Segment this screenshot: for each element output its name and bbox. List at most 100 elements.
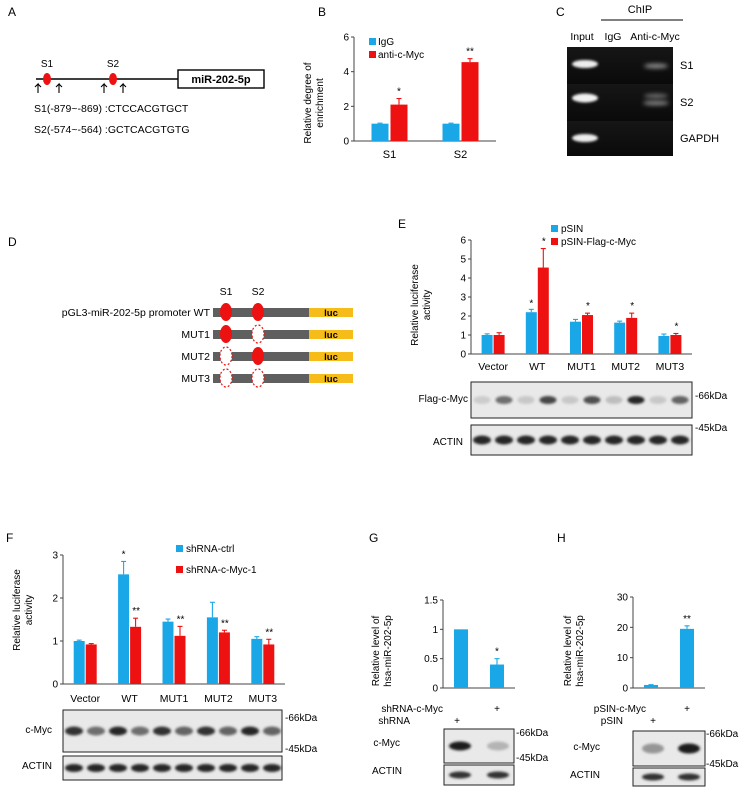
blot-h2-label: ACTIN	[570, 770, 600, 781]
blot-f2-band-8	[241, 764, 259, 772]
significance-3: *	[630, 301, 634, 312]
panel-letter-d: D	[8, 235, 17, 249]
blot-g-mw-45: -45kDa	[516, 753, 549, 764]
blot-e-mw-45: -45kDa	[695, 423, 728, 434]
chart-e-ylabel-1: Relative luciferase	[410, 264, 421, 346]
y-tick-label: 0	[460, 350, 466, 361]
blot-e1-band-5	[583, 396, 601, 404]
blot-f1-band-2	[109, 726, 127, 736]
blot-e2-band-4	[561, 435, 579, 445]
blot-g2-band-1	[487, 771, 509, 779]
bar-shRNA-c-Myc-1-MUT1	[174, 635, 186, 684]
blot-f2-label: ACTIN	[22, 761, 52, 772]
x-tick-label-Vector: Vector	[478, 361, 508, 373]
y-tick-label: 0	[343, 137, 349, 148]
legend-anti-c-myc: anti-c-Myc	[378, 50, 424, 61]
legend-swatch-psin-flag-c-myc	[551, 238, 558, 245]
blot-e1-band-0	[473, 396, 491, 404]
bar-main-shRNA	[454, 629, 468, 688]
construct-mut3-s2-mutated	[251, 368, 265, 388]
y-tick-label: 1	[432, 625, 438, 636]
bar-shRNA-ctrl-MUT3	[251, 638, 263, 684]
construct-mut3-luc	[309, 374, 353, 383]
bar-main-pSIN-c-Myc	[680, 628, 694, 688]
blot-f1-label: c-Myc	[25, 725, 52, 736]
bar-pSIN-Vector	[481, 335, 493, 354]
blot-f2-band-5	[175, 764, 193, 772]
blot-f1-band-8	[241, 726, 259, 736]
bar-pSIN-Flag-c-Myc-WT	[537, 267, 549, 354]
g-plus-1: +	[494, 704, 500, 715]
bar-pSIN-WT	[525, 312, 537, 354]
y-tick-label: 4	[343, 67, 349, 78]
y-tick-label: 10	[617, 653, 629, 664]
h-plus-1: +	[684, 704, 690, 715]
bar-anti-c-Myc-S2	[461, 62, 479, 142]
blot-h1-band-1	[678, 743, 700, 754]
g-row-shrna-c-myc: shRNA-c-Myc	[381, 704, 443, 715]
chart-f-ylabel-2: activity	[24, 595, 35, 626]
y-tick-label: 0	[622, 684, 628, 695]
panel-letter-a: A	[8, 5, 16, 19]
blot-e-actin	[470, 424, 693, 456]
blot-e1-band-1	[495, 396, 513, 404]
y-tick-label: 0	[52, 680, 58, 691]
y-tick-label: 20	[617, 623, 629, 634]
blot-f1-band-9	[263, 726, 281, 736]
blot-e2-band-6	[605, 435, 623, 445]
y-tick-label: 4	[460, 274, 466, 285]
x-tick-label-MUT2: MUT2	[204, 693, 233, 705]
blot-f2-band-0	[65, 764, 83, 772]
blot-f1-band-3	[131, 726, 149, 736]
blot-e1-band-4	[561, 396, 579, 404]
blot-f2-band-2	[109, 764, 127, 772]
panel-letter-b: B	[318, 5, 326, 19]
gel-row-s2: S2	[680, 97, 693, 109]
panel-d: D S1 S2 pGL3-miR-202-5p promoter WT luc …	[8, 235, 353, 388]
panel-letter-h: H	[557, 531, 566, 545]
blot-e2-label: ACTIN	[433, 437, 463, 448]
bar-pSIN-Flag-c-Myc-MUT3	[670, 335, 682, 354]
significance-1: *	[495, 647, 499, 658]
blot-g-actin	[443, 764, 515, 786]
x-tick-label-S1: S1	[383, 149, 396, 161]
blot-g-mw-66: -66kDa	[516, 728, 549, 739]
legend-swatch-shrna-ctrl	[176, 545, 183, 552]
gel-row-gapdh: GAPDH	[680, 133, 719, 145]
site2-marker	[109, 73, 117, 85]
chart-b-ylabel-2: enrichment	[315, 78, 326, 128]
panel-letter-e: E	[398, 217, 406, 231]
lane-input: Input	[570, 31, 593, 43]
construct-mut3-label: MUT3	[181, 373, 210, 385]
h-row-psin-c-myc: pSIN-c-Myc	[594, 704, 646, 715]
legend-swatch-psin	[551, 225, 558, 232]
bar-shRNA-c-Myc-1-Vector	[85, 644, 97, 684]
panel-e: E Relative luciferase activity 0 1 2 3 4 5 6 Ve…	[398, 217, 728, 456]
blot-g-c-myc	[443, 728, 515, 764]
h-plus-2: +	[650, 716, 656, 727]
legend-swatch-igg	[369, 38, 376, 45]
blot-e2-band-2	[517, 435, 535, 445]
significance-1: *	[542, 237, 546, 248]
blot-f-mw-66: -66kDa	[285, 713, 318, 724]
significance-1: **	[683, 614, 691, 625]
bar-pSIN-MUT1	[570, 321, 581, 354]
blot-f-mw-45: -45kDa	[285, 744, 318, 755]
blot-g1-band-1	[487, 741, 509, 751]
gene-box	[177, 69, 265, 89]
significance-2: *	[586, 301, 590, 312]
y-tick-label: 2	[52, 594, 58, 605]
blot-f2-band-6	[197, 764, 215, 772]
site2-sequence: S2(-574~-564) :GCTCACGTGTG	[34, 124, 190, 136]
significance-4: *	[674, 321, 678, 332]
blot-f1-band-6	[197, 726, 215, 736]
x-tick-label-MUT3: MUT3	[249, 693, 278, 705]
y-tick-label: 1	[460, 331, 466, 342]
blot-h-mw-66: -66kDa	[706, 729, 739, 740]
blot-h-c-myc	[632, 730, 706, 767]
blot-h-actin	[632, 767, 706, 787]
bar-IgG-S1	[371, 123, 389, 141]
x-tick-label-MUT1: MUT1	[160, 693, 189, 705]
y-tick-label: 30	[617, 593, 629, 604]
